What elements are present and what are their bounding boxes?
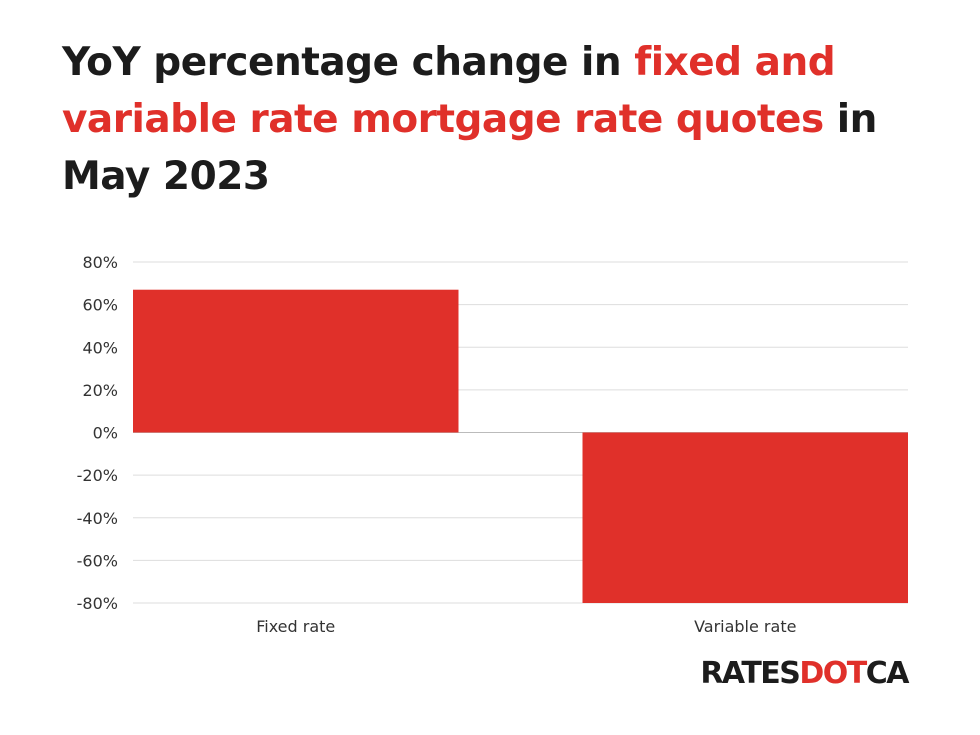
title-part-2: in May 2023 [62, 97, 877, 199]
bars [133, 289, 908, 603]
bar-variable-rate [582, 432, 908, 603]
chart-title: YoY percentage change in fixed and varia… [62, 34, 942, 205]
y-tick-label: 60% [82, 296, 118, 315]
ratesdotca-logo: RATESDOTCA [700, 656, 910, 691]
y-tick-label: 20% [82, 381, 118, 400]
axes: 80% 60% 40% 20% 0% -20% -40% -60% -80% Fixed rate… [77, 253, 797, 636]
title-part-1: YoY percentage change in [62, 40, 635, 85]
x-category-label: Variable rate [694, 617, 796, 636]
y-tick-label: 40% [82, 338, 118, 357]
logo-part-3: CA [865, 656, 910, 691]
bar-fixed-rate [133, 289, 459, 433]
bar-chart: 80% 60% 40% 20% 0% -20% -40% -60% -80% Fixed rate… [77, 253, 908, 636]
x-category-label: Fixed rate [256, 617, 335, 636]
y-tick-label: -40% [77, 509, 118, 528]
title-highlight: fixed and variable rate mortgage rate qu… [62, 40, 836, 142]
y-tick-label: -60% [77, 551, 118, 570]
logo-part-2: DOT [799, 656, 867, 691]
y-tick-label: -20% [77, 466, 118, 485]
y-tick-label: 80% [82, 253, 118, 272]
logo-part-1: RATES [700, 656, 801, 691]
y-tick-label: -80% [77, 594, 118, 613]
y-tick-label: 0% [93, 424, 118, 443]
